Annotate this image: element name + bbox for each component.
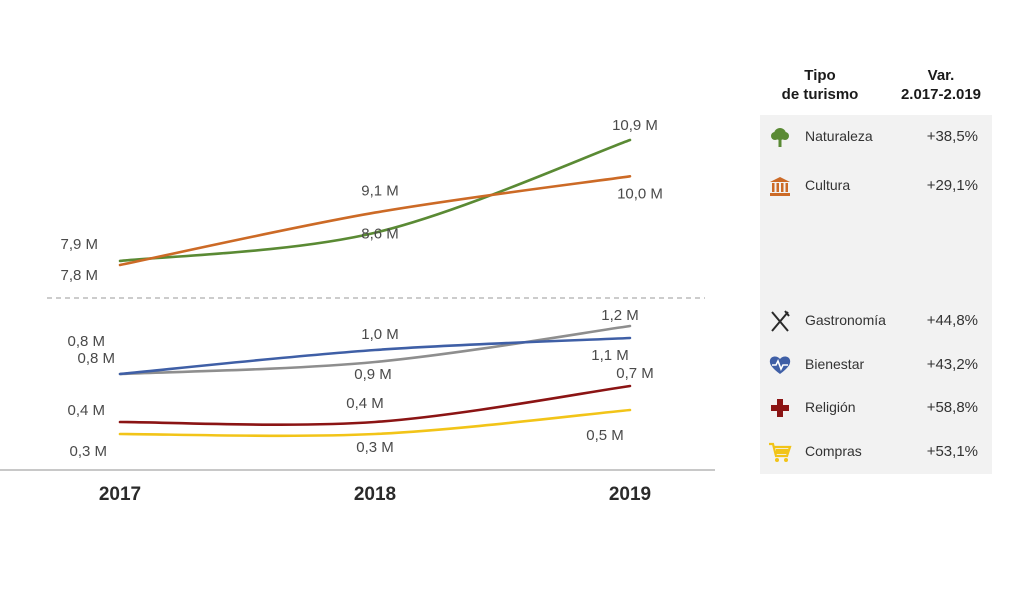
data-label: 7,8 M (60, 267, 98, 284)
legend-row-religión: Religión +58,8% (760, 396, 992, 420)
legend-variation: +53,1% (926, 443, 978, 460)
legend-row-bienestar: Bienestar +43,2% (760, 353, 992, 377)
data-label: 0,4 M (67, 402, 105, 419)
museum-icon (768, 175, 792, 197)
data-label: 1,0 M (361, 326, 399, 343)
data-label: 0,4 M (346, 395, 384, 412)
legend-variation: +44,8% (926, 312, 978, 329)
legend-row-gastronomía: Gastronomía +44,8% (760, 309, 992, 333)
legend-label: Gastronomía (805, 312, 886, 328)
data-label: 0,7 M (616, 365, 654, 382)
data-label: 0,3 M (69, 443, 107, 460)
legend-label: Religión (805, 399, 856, 415)
data-label: 0,8 M (77, 350, 115, 367)
series-line-cultura (118, 174, 632, 267)
series-line-religión (118, 384, 632, 426)
legend-header-type: Tipo de turismo (781, 67, 859, 103)
legend-row-compras: Compras +53,1% (760, 440, 992, 464)
data-label: 1,1 M (591, 347, 629, 364)
fork-knife-icon (768, 310, 792, 332)
legend-variation: +43,2% (926, 356, 978, 373)
series-lines (118, 138, 632, 438)
legend-label: Bienestar (805, 356, 865, 372)
series-line-bienestar (118, 336, 632, 376)
data-label: 0,8 M (67, 333, 105, 350)
line-chart: 7,9 M 8,6 M 10,9 M 7,8 M 9,1 M 10,0 M 0,8 M 0,9… (0, 117, 715, 505)
data-label: 10,0 M (617, 185, 663, 202)
legend-variation: +29,1% (926, 177, 978, 194)
data-labels: 7,9 M 8,6 M 10,9 M 7,8 M 9,1 M 10,0 M 0,8 M 0,9… (60, 117, 662, 460)
series-line-naturaleza (118, 138, 632, 263)
data-label: 0,9 M (354, 366, 392, 383)
legend-header: Tipo de turismo Var. 2.017-2.019 (760, 66, 992, 110)
x-tick-label: 2018 (354, 484, 396, 505)
legend-label: Compras (805, 443, 862, 459)
data-label: 9,1 M (361, 183, 399, 200)
data-label: 1,2 M (601, 307, 639, 324)
x-tick-label: 2019 (609, 484, 651, 505)
cart-icon (768, 441, 792, 463)
data-label: 0,5 M (586, 427, 624, 444)
series-line-compras (118, 408, 632, 438)
data-label: 10,9 M (612, 117, 658, 134)
heart-pulse-icon (768, 354, 792, 376)
legend-panel: Naturaleza +38,5% Cultura +29,1% Gastronomía… (760, 115, 992, 474)
series-line-gastronomía (118, 324, 632, 376)
data-label: 8,6 M (361, 226, 399, 243)
legend-row-naturaleza: Naturaleza +38,5% (760, 125, 992, 149)
legend-label: Naturaleza (805, 128, 873, 144)
legend-variation: +38,5% (926, 128, 978, 145)
x-tick-label: 2017 (99, 484, 141, 505)
legend-header-variation: Var. 2.017-2.019 (900, 67, 982, 103)
legend-row-cultura: Cultura +29,1% (760, 174, 992, 198)
x-tick-labels: 2017 2018 2019 (99, 484, 651, 505)
data-label: 0,3 M (356, 439, 394, 456)
legend-label: Cultura (805, 177, 851, 193)
tree-icon (768, 126, 792, 148)
legend-variation: +58,8% (926, 399, 978, 416)
data-label: 7,9 M (60, 236, 98, 253)
cross-icon (768, 397, 792, 419)
